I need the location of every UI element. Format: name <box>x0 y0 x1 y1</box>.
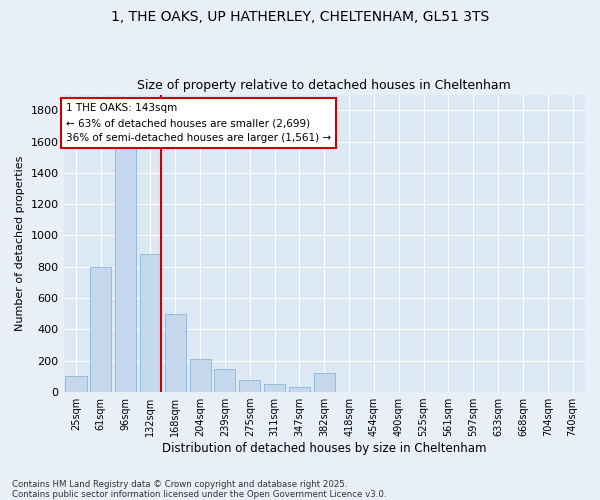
Bar <box>289 388 310 392</box>
Y-axis label: Number of detached properties: Number of detached properties <box>15 156 25 331</box>
Text: Contains HM Land Registry data © Crown copyright and database right 2025.
Contai: Contains HM Land Registry data © Crown c… <box>12 480 386 499</box>
Bar <box>190 359 211 392</box>
Bar <box>264 384 285 392</box>
Bar <box>140 254 161 392</box>
Text: 1, THE OAKS, UP HATHERLEY, CHELTENHAM, GL51 3TS: 1, THE OAKS, UP HATHERLEY, CHELTENHAM, G… <box>111 10 489 24</box>
Bar <box>239 380 260 392</box>
X-axis label: Distribution of detached houses by size in Cheltenham: Distribution of detached houses by size … <box>162 442 487 455</box>
Bar <box>165 314 186 392</box>
Bar <box>214 368 235 392</box>
Bar <box>314 374 335 392</box>
Bar <box>115 134 136 392</box>
Title: Size of property relative to detached houses in Cheltenham: Size of property relative to detached ho… <box>137 79 511 92</box>
Bar <box>90 267 112 392</box>
Bar <box>65 376 86 392</box>
Text: 1 THE OAKS: 143sqm
← 63% of detached houses are smaller (2,699)
36% of semi-deta: 1 THE OAKS: 143sqm ← 63% of detached hou… <box>66 104 331 143</box>
